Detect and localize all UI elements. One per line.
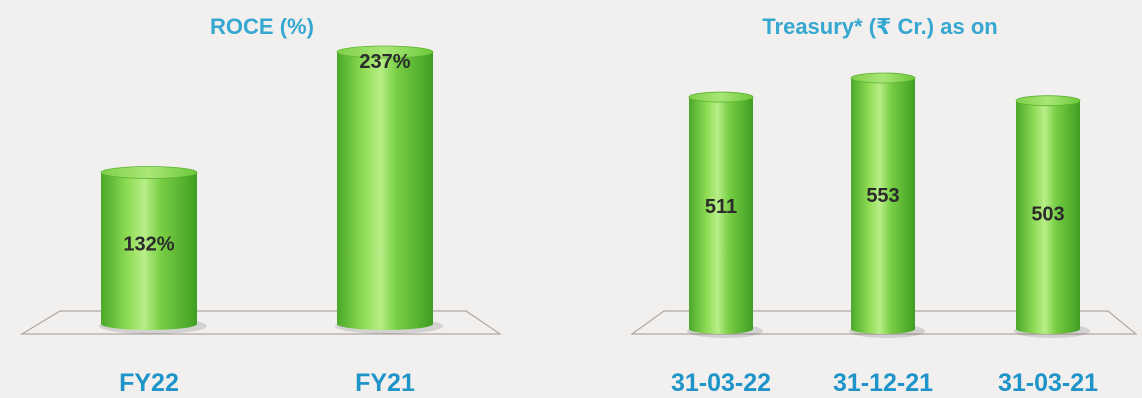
category-label: 31-12-21 [833, 369, 933, 397]
category-label: 31-03-21 [998, 369, 1098, 397]
roce-floor [19, 310, 502, 335]
data-label: 511 [705, 196, 737, 218]
data-label: 132% [123, 234, 174, 256]
treasury-floor [630, 310, 1138, 335]
bar-cap [850, 72, 916, 84]
bar-body [689, 97, 753, 334]
bar: 511 [687, 91, 763, 338]
bar-cap [100, 166, 198, 179]
data-label: 503 [1031, 204, 1064, 226]
bar: 553 [849, 72, 925, 338]
roce-chart: ROCE (%) 132% 237% FY22 FY21 [19, 14, 502, 397]
data-label: 237% [359, 51, 410, 73]
treasury-chart-title: Treasury* (₹ Cr.) as on [762, 14, 997, 39]
bar: 237% [335, 45, 443, 334]
bar: 132% [99, 166, 207, 334]
roce-chart-title: ROCE (%) [210, 14, 314, 39]
roce-bars: 132% 237% [99, 45, 443, 334]
category-label: FY22 [119, 369, 179, 397]
treasury-chart: Treasury* (₹ Cr.) as on 511 553 503 31-03-… [630, 14, 1138, 397]
bar-cap [336, 45, 434, 59]
bar-cap [1015, 95, 1081, 107]
category-label: FY21 [355, 369, 415, 397]
category-label: 31-03-22 [671, 369, 771, 397]
bar-body [337, 52, 433, 330]
data-label: 553 [866, 185, 899, 207]
bar-cap [688, 91, 754, 103]
bar-body [1016, 100, 1080, 334]
treasury-category-labels: 31-03-22 31-12-21 31-03-21 [671, 369, 1098, 397]
bar-body [851, 78, 915, 334]
treasury-bars: 511 553 503 [687, 72, 1090, 338]
bar: 503 [1014, 95, 1090, 338]
bar-body [101, 172, 197, 330]
roce-category-labels: FY22 FY21 [119, 369, 415, 397]
